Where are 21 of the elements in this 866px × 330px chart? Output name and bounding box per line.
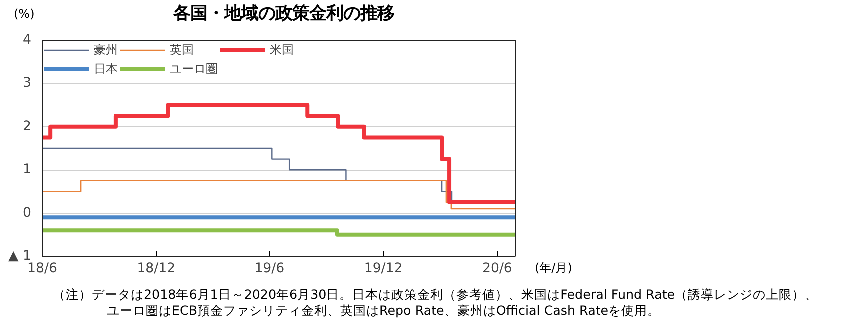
- chart-title: 各国・地域の政策金利の推移: [174, 3, 394, 26]
- x-tick-label: 19/6: [254, 261, 285, 276]
- legend-label: ユーロ圏: [170, 60, 218, 78]
- x-tick-label: 18/6: [28, 261, 58, 276]
- y-tick-label: 3: [23, 76, 32, 91]
- x-tick-label: 20/6: [482, 261, 512, 276]
- legend-label: 英国: [170, 42, 194, 59]
- y-tick-label: 2: [23, 119, 32, 134]
- x-tick-label: 19/12: [364, 261, 403, 276]
- legend-label: 日本: [94, 60, 118, 78]
- y-tick-label: 1: [23, 162, 32, 178]
- y-axis-title: (%): [14, 6, 35, 23]
- y-tick-label: ▲ 1: [8, 248, 32, 264]
- legend-label: 豪州: [94, 42, 118, 59]
- x-tick-label: 18/12: [137, 261, 176, 276]
- text: （注）データは2018年6月1日～2020年6月30日。日本は政策金利（参考値）、米国はFederal Fund Rate（誘導レンジの上限）、: [53, 286, 818, 304]
- y-tick-label: 4: [23, 32, 32, 48]
- legend-label: 米国: [270, 42, 294, 59]
- text: ユーロ圏はECB預金ファシリティ金利、英国はRepo Rate、豪州はOfficial Cash Rateを使用。: [107, 303, 662, 320]
- x-axis-title: (年/月): [535, 260, 572, 277]
- y-tick-label: 0: [23, 206, 32, 221]
